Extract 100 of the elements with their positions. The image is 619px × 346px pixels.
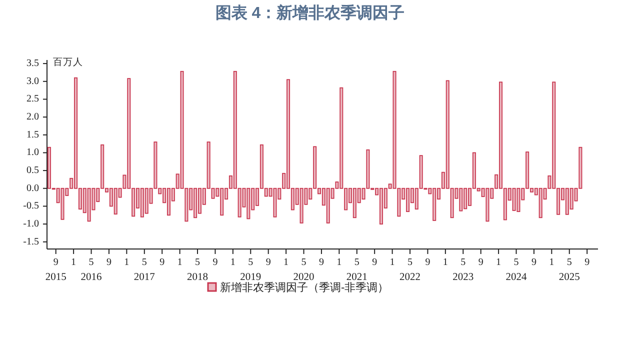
- bar: [242, 188, 246, 208]
- bar: [304, 188, 308, 205]
- bar: [490, 188, 494, 199]
- bar: [322, 188, 326, 206]
- bar: [74, 77, 78, 189]
- bar: [441, 172, 445, 189]
- bar: [379, 188, 383, 224]
- x-tick-label: 9: [478, 257, 484, 268]
- bar: [260, 144, 264, 189]
- bar: [352, 188, 356, 218]
- bar: [428, 188, 432, 194]
- bar: [114, 188, 118, 215]
- x-tick-label: 9: [266, 257, 271, 268]
- bar: [228, 175, 232, 189]
- y-tick-label: 2.5: [26, 94, 39, 105]
- bar: [118, 188, 122, 198]
- bar: [472, 152, 476, 189]
- x-tick-label: 1: [177, 257, 182, 268]
- bar: [552, 82, 556, 189]
- x-tick-label: 5 2019: [240, 257, 262, 283]
- bar: [256, 188, 260, 206]
- bar: [335, 182, 339, 189]
- bar: [180, 70, 184, 189]
- bar: [468, 188, 472, 206]
- bar: [233, 70, 237, 189]
- bar: [308, 188, 312, 200]
- bar: [224, 188, 228, 200]
- bar: [184, 188, 188, 222]
- bar: [494, 174, 498, 189]
- bar: [65, 188, 69, 196]
- bar: [70, 178, 74, 189]
- bar: [149, 188, 153, 204]
- bar: [238, 188, 242, 218]
- bar: [189, 188, 193, 210]
- y-tick-label: -1.5: [23, 236, 39, 248]
- x-tick-label: 5 2021: [346, 257, 368, 283]
- bar: [206, 142, 210, 189]
- bar: [454, 188, 458, 199]
- bar: [109, 188, 113, 207]
- x-tick-label: 1: [230, 257, 236, 268]
- bar: [397, 188, 401, 217]
- y-tick-label: 1.0: [26, 147, 39, 158]
- y-tick-label: 2.0: [26, 112, 39, 123]
- y-tick-label: -1.0: [23, 218, 39, 230]
- bar: [132, 188, 136, 217]
- bar: [264, 188, 268, 197]
- bar: [516, 188, 520, 212]
- bar: [548, 175, 552, 189]
- bar: [340, 87, 344, 189]
- bar: [406, 188, 410, 212]
- bar: [60, 188, 64, 220]
- bar: [92, 188, 96, 210]
- y-tick-label: 3.5: [26, 58, 39, 70]
- bar: [220, 188, 224, 216]
- bar: [486, 188, 490, 222]
- bar: [122, 174, 126, 189]
- bar: [282, 172, 286, 189]
- bar: [171, 188, 175, 202]
- bar: [388, 184, 392, 189]
- bar: [300, 188, 304, 224]
- bar: [464, 188, 468, 210]
- x-tick-label: 9: [531, 257, 536, 268]
- x-tick-label: 9: [212, 257, 218, 268]
- bar: [211, 188, 215, 199]
- bar: [216, 188, 220, 197]
- bar: [560, 188, 564, 200]
- bar: [392, 70, 396, 189]
- x-tick-label: 5 2022: [400, 257, 421, 283]
- bar: [538, 188, 542, 218]
- bar: [100, 144, 104, 189]
- bar: [556, 188, 560, 215]
- x-tick-label: 1: [549, 257, 554, 268]
- bar: [158, 188, 162, 194]
- bar: [47, 146, 51, 189]
- x-tick-label: 5 2025: [558, 257, 580, 283]
- bar: [410, 188, 414, 204]
- x-tick-label: 1: [496, 257, 502, 268]
- bar: [508, 188, 512, 201]
- y-tick-label: 1.5: [26, 129, 39, 140]
- bar: [140, 188, 144, 218]
- bar: [318, 188, 322, 194]
- bar: [176, 174, 180, 189]
- bar: [534, 188, 538, 196]
- bar: [290, 188, 294, 210]
- y-tick-label: 3.0: [26, 76, 39, 87]
- legend: 新增非农季调因子（季调-非季调）: [207, 282, 389, 294]
- bar: [127, 78, 131, 189]
- bar: [162, 188, 166, 204]
- bar: [154, 142, 158, 189]
- bar: [194, 188, 198, 218]
- bar: [362, 188, 366, 200]
- bar: [268, 188, 272, 197]
- bar: [375, 188, 379, 196]
- bar: [526, 152, 530, 189]
- bar: [136, 188, 140, 208]
- bar: [578, 146, 582, 189]
- bar: [348, 188, 352, 204]
- bar: [384, 188, 388, 208]
- bar: [565, 188, 569, 215]
- bar: [481, 188, 485, 198]
